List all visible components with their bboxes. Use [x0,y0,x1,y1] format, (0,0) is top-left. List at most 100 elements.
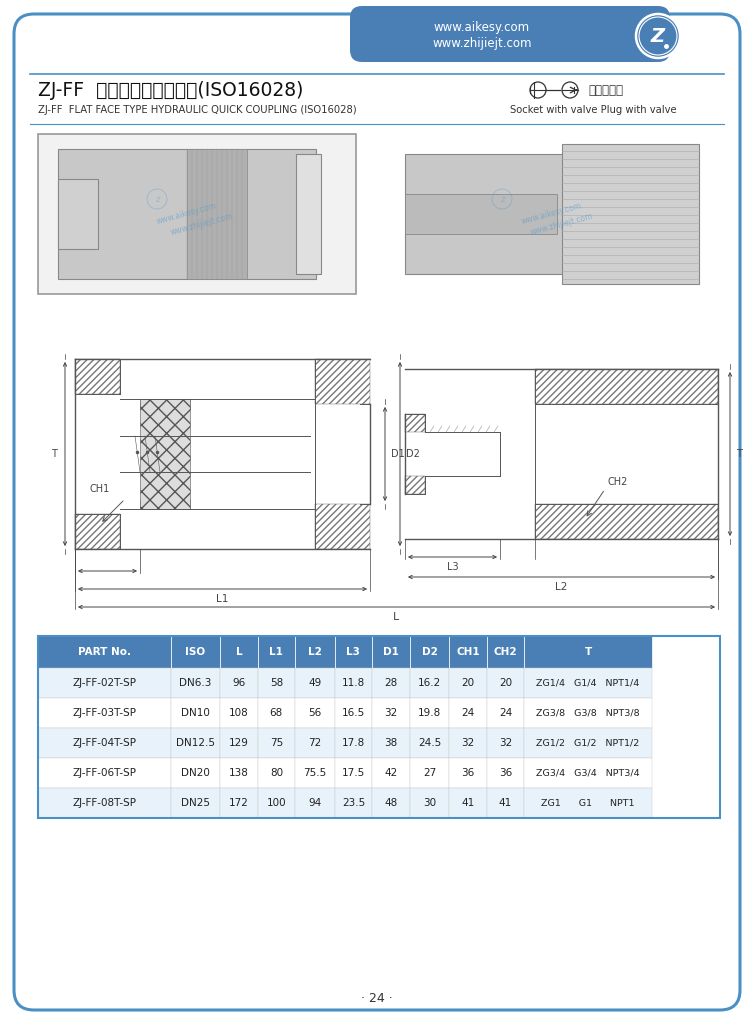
Bar [372,758,409,788]
Text: 49: 49 [308,678,321,688]
Bar [58,179,98,249]
Text: ZG3/8   G3/8   NPT3/8: ZG3/8 G3/8 NPT3/8 [536,709,640,718]
Text: 75.5: 75.5 [303,768,326,778]
Text: z: z [500,195,504,204]
Bar [220,728,258,758]
Text: ZJ-FF-03T-SP: ZJ-FF-03T-SP [72,708,136,718]
Text: 17.5: 17.5 [342,768,365,778]
Bar [295,668,335,698]
Text: 94: 94 [308,798,321,808]
Bar [524,788,651,818]
Text: DN25: DN25 [181,798,210,808]
Bar [187,150,247,279]
Bar [487,758,524,788]
Text: 75: 75 [270,738,283,748]
Text: L3: L3 [446,562,458,572]
Text: 32: 32 [385,708,397,718]
Text: ZG3/4   G3/4   NPT3/4: ZG3/4 G3/4 NPT3/4 [536,768,640,777]
Text: 56: 56 [308,708,321,718]
Bar [372,788,409,818]
Bar [372,636,409,668]
Text: L1: L1 [269,647,284,657]
Text: D1: D1 [383,647,399,657]
Bar [295,728,335,758]
Bar [171,728,220,758]
Text: 24: 24 [499,708,512,718]
Bar [258,788,295,818]
Bar [449,788,487,818]
Bar [140,399,190,509]
Bar [295,758,335,788]
Bar [38,788,171,818]
Text: 20: 20 [499,678,512,688]
Text: ZJ-FF-08T-SP: ZJ-FF-08T-SP [72,798,136,808]
Text: DN12.5: DN12.5 [176,738,215,748]
Text: 16.5: 16.5 [342,708,365,718]
Bar [38,668,171,698]
Text: ZJ-FF  平面式液压快速接头(ISO16028): ZJ-FF 平面式液压快速接头(ISO16028) [38,82,303,100]
Bar [38,758,171,788]
Bar [535,369,718,404]
Text: DN20: DN20 [181,768,210,778]
Bar [258,636,295,668]
Text: D1: D1 [391,449,405,459]
Text: ZJ-FF-06T-SP: ZJ-FF-06T-SP [72,768,136,778]
Bar [409,698,449,728]
Bar [258,728,295,758]
Text: z: z [155,195,159,204]
Bar [372,668,409,698]
Bar [487,788,524,818]
Bar [220,698,258,728]
Bar [335,758,372,788]
Text: 138: 138 [229,768,249,778]
Bar [140,399,190,409]
Bar [524,758,651,788]
Bar [171,788,220,818]
Bar [171,698,220,728]
Text: ZJ-FF  FLAT FACE TYPE HYDRAULIC QUICK COUPLING (ISO16028): ZJ-FF FLAT FACE TYPE HYDRAULIC QUICK COU… [38,105,357,115]
Text: www.zhijiejt.com: www.zhijiejt.com [529,211,594,237]
Text: 72: 72 [308,738,321,748]
Text: 172: 172 [229,798,249,808]
Text: 100: 100 [267,798,287,808]
Bar [372,728,409,758]
Bar [220,668,258,698]
Text: L3: L3 [347,647,360,657]
Bar [75,359,120,394]
Text: ZG1/4   G1/4   NPT1/4: ZG1/4 G1/4 NPT1/4 [536,679,639,687]
Text: 23.5: 23.5 [342,798,365,808]
Text: 42: 42 [385,768,397,778]
Text: 17.8: 17.8 [342,738,365,748]
Bar [295,636,335,668]
Text: 16.2: 16.2 [418,678,441,688]
Text: Z: Z [651,27,665,45]
Bar [140,499,190,509]
Circle shape [636,14,680,58]
Bar [405,194,557,234]
Text: 58: 58 [270,678,283,688]
Bar [524,636,651,668]
Bar [449,728,487,758]
Bar [409,788,449,818]
Text: www.zhijiejt.com: www.zhijiejt.com [170,211,234,237]
Text: 两端开闭式: 两端开闭式 [588,84,623,96]
Bar [38,636,720,818]
Text: 36: 36 [461,768,474,778]
Bar [409,636,449,668]
Text: ZJ-FF-02T-SP: ZJ-FF-02T-SP [72,678,136,688]
Text: L2: L2 [308,647,322,657]
Text: PART No.: PART No. [78,647,131,657]
Text: 27: 27 [423,768,436,778]
Text: DN6.3: DN6.3 [179,678,212,688]
Text: 80: 80 [270,768,283,778]
Text: T: T [51,449,57,459]
Text: 32: 32 [499,738,512,748]
Text: 28: 28 [385,678,397,688]
Text: CH1: CH1 [90,484,110,494]
Text: 24.5: 24.5 [418,738,441,748]
Text: 68: 68 [270,708,283,718]
Bar [220,636,258,668]
Text: L2: L2 [555,582,568,592]
FancyBboxPatch shape [14,14,740,1010]
Text: ISO: ISO [185,647,206,657]
